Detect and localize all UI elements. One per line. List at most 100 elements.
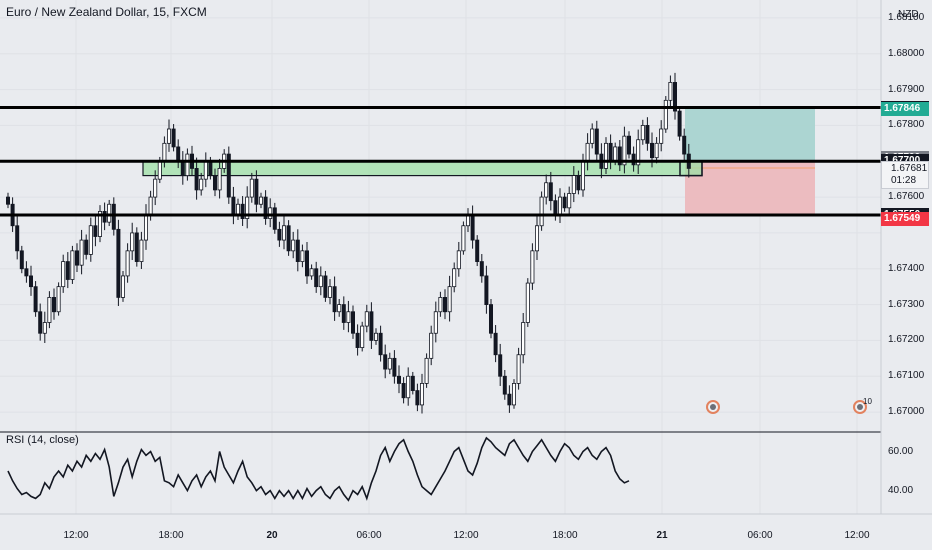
candle-body [231, 196, 236, 216]
candle [286, 220, 291, 256]
rsi-title[interactable]: RSI (14, close) [6, 434, 79, 446]
stop-zone [685, 161, 815, 215]
candle [516, 347, 521, 390]
candle [65, 252, 70, 289]
candle [479, 254, 484, 283]
candle [406, 367, 411, 406]
candle-body [111, 203, 116, 230]
candle-body [180, 160, 185, 176]
candle [295, 229, 300, 272]
economic-event-icon[interactable] [853, 400, 867, 414]
candle [263, 190, 268, 225]
candle-body [134, 232, 139, 262]
candle [576, 170, 581, 195]
candle [153, 170, 158, 206]
axes [0, 0, 932, 515]
candle [327, 279, 332, 305]
candle-body [125, 250, 130, 277]
candle-body [355, 332, 360, 348]
time-tick-label: 18:00 [158, 530, 184, 541]
candle [346, 300, 351, 333]
candle-body [553, 200, 558, 216]
economic-event-icon[interactable] [706, 400, 720, 414]
candle [323, 270, 328, 302]
candle-body [498, 354, 503, 377]
candle [143, 204, 148, 250]
candle [337, 298, 342, 317]
candle [594, 120, 599, 162]
currency-label: NZD [898, 9, 919, 20]
candle [240, 196, 245, 226]
candle [116, 219, 121, 306]
candle-body [645, 125, 650, 144]
candle [548, 171, 553, 211]
candle-body [148, 196, 153, 216]
candle [475, 235, 480, 267]
candle-body [84, 239, 89, 255]
time-tick-label: 20 [266, 530, 278, 541]
candle-body [323, 275, 328, 298]
candle-body [433, 311, 438, 334]
candle [70, 245, 75, 284]
candle [571, 166, 576, 203]
candle-body [98, 211, 103, 237]
candle-body [456, 250, 461, 270]
candle-body [392, 357, 397, 377]
candle [507, 385, 512, 413]
candle [291, 231, 296, 259]
candle [539, 191, 544, 231]
candle-body [176, 146, 181, 162]
candle [401, 377, 406, 404]
candle-body [28, 275, 33, 288]
candle-body [199, 178, 204, 191]
candle [521, 312, 526, 364]
candle [617, 140, 622, 172]
candle-body [203, 160, 208, 180]
candle [6, 192, 11, 209]
candle-body [318, 275, 323, 288]
price-tick-label: 1.67000 [888, 406, 925, 418]
candle-body [640, 125, 645, 141]
candle-body [194, 168, 199, 191]
candle [355, 324, 360, 356]
candle [488, 298, 493, 339]
candle [442, 289, 447, 320]
price-tick-label: 1.67800 [888, 119, 925, 131]
candle [79, 229, 84, 275]
candle [75, 243, 80, 272]
candle-body [571, 175, 576, 194]
candle [93, 214, 98, 247]
candle [419, 373, 424, 414]
candle-body [235, 203, 240, 216]
candlestick-series [6, 72, 691, 414]
candle [392, 350, 397, 384]
candle-body [6, 196, 11, 205]
candle-body [682, 135, 687, 155]
candle-body [442, 297, 447, 313]
candle [166, 119, 171, 152]
candle-body [581, 160, 586, 191]
candle-body [65, 261, 70, 280]
candle-body [263, 196, 268, 219]
candle-body [19, 250, 24, 270]
candle-body [410, 375, 415, 391]
candle-body [254, 178, 259, 205]
target-zone [685, 108, 815, 162]
candle [498, 343, 503, 386]
candle-body [668, 82, 673, 101]
candle [364, 304, 369, 333]
candle-body [396, 375, 401, 384]
candle-body [107, 203, 112, 223]
candle [627, 131, 632, 159]
chart-title[interactable]: Euro / New Zealand Dollar, 15, FXCM [6, 5, 207, 19]
candle-body [286, 225, 291, 252]
rsi-tick-label: 60.00 [888, 445, 914, 457]
candle [139, 231, 144, 269]
candle-body [157, 160, 162, 180]
candle-body [419, 383, 424, 406]
candle-body [512, 383, 517, 406]
rsi-line [7, 436, 630, 502]
candle-body [38, 311, 43, 334]
